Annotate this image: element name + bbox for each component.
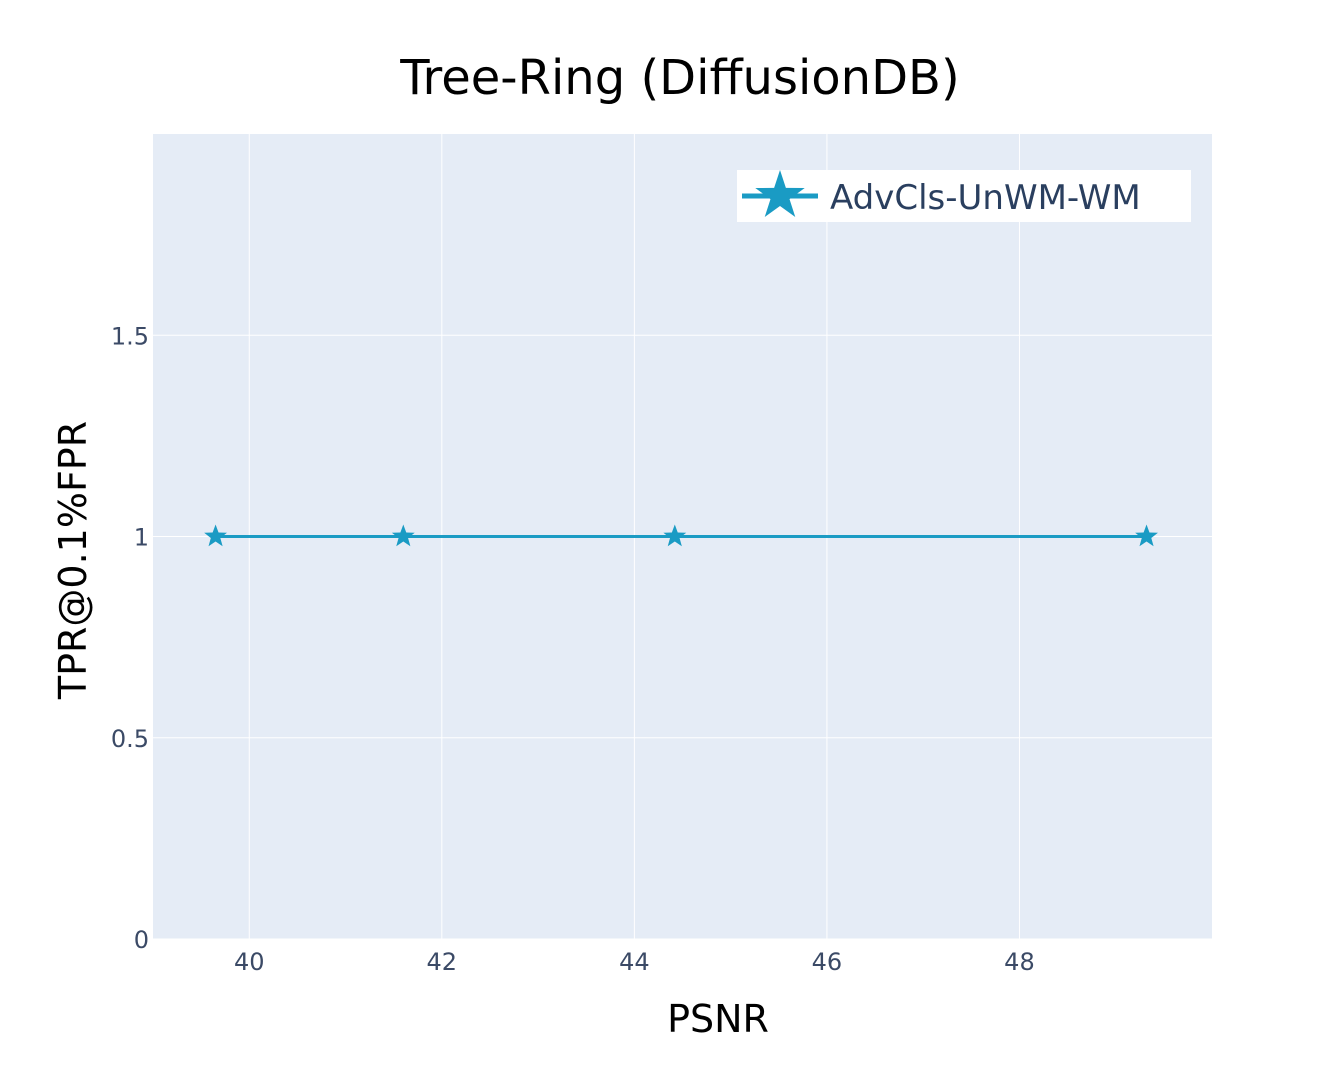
x-tick-label: 48 <box>1004 948 1035 976</box>
series-layer <box>204 524 1158 547</box>
data-point-star <box>663 524 687 547</box>
y-axis-title: TPR@0.1%FPR <box>51 421 95 700</box>
legend[interactable]: AdvCls-UnWM-WM <box>737 170 1191 222</box>
x-axis-title: PSNR <box>667 997 769 1041</box>
x-tick-labels: 40 42 44 46 48 <box>234 948 1035 976</box>
chart-title: Tree-Ring (DiffusionDB) <box>399 50 959 106</box>
x-tick-label: 40 <box>234 948 265 976</box>
x-tick-label: 42 <box>427 948 458 976</box>
y-tick-label: 0 <box>134 926 149 954</box>
data-point-star <box>391 524 415 547</box>
y-tick-label: 1.5 <box>111 322 149 350</box>
x-tick-label: 44 <box>619 948 650 976</box>
data-point-star <box>1135 524 1158 547</box>
y-tick-label: 0.5 <box>111 725 149 753</box>
y-tick-label: 1 <box>134 524 149 552</box>
legend-star-marker <box>755 170 805 218</box>
x-tick-label: 46 <box>812 948 843 976</box>
y-tick-labels: 0 0.5 1 1.5 <box>111 322 149 954</box>
legend-label: AdvCls-UnWM-WM <box>830 178 1141 218</box>
data-point-star <box>204 524 227 547</box>
